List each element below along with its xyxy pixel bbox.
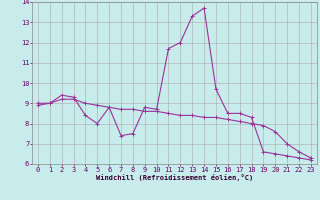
X-axis label: Windchill (Refroidissement éolien,°C): Windchill (Refroidissement éolien,°C) [96,174,253,181]
